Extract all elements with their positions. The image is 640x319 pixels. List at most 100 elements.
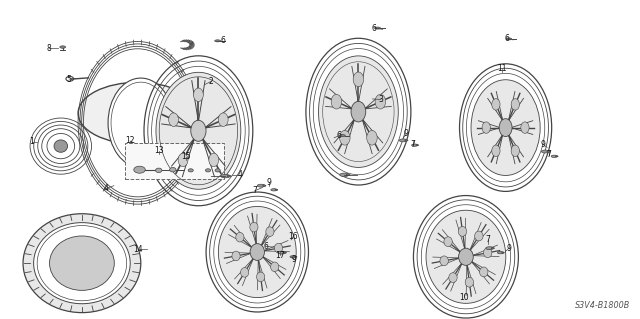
Ellipse shape	[205, 169, 211, 172]
Text: 4: 4	[237, 170, 243, 179]
Ellipse shape	[271, 262, 279, 271]
Text: 10: 10	[459, 293, 469, 302]
Text: 17: 17	[275, 251, 285, 260]
Text: S3V4-B1800B: S3V4-B1800B	[575, 301, 630, 310]
Ellipse shape	[331, 94, 342, 109]
Ellipse shape	[250, 222, 258, 232]
Ellipse shape	[541, 150, 549, 153]
Ellipse shape	[547, 151, 550, 152]
Ellipse shape	[353, 72, 364, 87]
Ellipse shape	[551, 155, 557, 158]
Text: 6: 6	[372, 24, 377, 33]
Ellipse shape	[521, 122, 529, 133]
Ellipse shape	[482, 122, 490, 133]
Text: 7: 7	[410, 140, 415, 149]
Ellipse shape	[492, 145, 500, 157]
Ellipse shape	[60, 46, 65, 48]
Ellipse shape	[257, 272, 265, 282]
Ellipse shape	[23, 214, 141, 313]
Ellipse shape	[221, 174, 230, 178]
Ellipse shape	[416, 145, 419, 146]
Ellipse shape	[471, 80, 540, 175]
Text: 6: 6	[263, 242, 268, 251]
Ellipse shape	[412, 144, 418, 146]
Ellipse shape	[479, 267, 488, 277]
Text: 2: 2	[209, 77, 214, 86]
Ellipse shape	[78, 82, 197, 144]
Ellipse shape	[399, 139, 407, 142]
Ellipse shape	[278, 251, 285, 254]
Ellipse shape	[346, 174, 350, 175]
Ellipse shape	[502, 252, 504, 253]
Ellipse shape	[193, 88, 204, 101]
Ellipse shape	[319, 56, 398, 167]
Text: 6: 6	[337, 131, 342, 140]
Ellipse shape	[134, 166, 145, 173]
Text: 11: 11	[498, 64, 507, 73]
Text: 14: 14	[132, 245, 143, 254]
Text: 9: 9	[404, 130, 409, 138]
Ellipse shape	[499, 119, 512, 137]
Ellipse shape	[156, 72, 241, 189]
Ellipse shape	[375, 27, 380, 29]
Text: 16: 16	[288, 232, 298, 241]
Ellipse shape	[492, 99, 500, 110]
Ellipse shape	[440, 256, 449, 266]
Ellipse shape	[178, 153, 188, 167]
Ellipse shape	[294, 256, 297, 257]
Ellipse shape	[170, 167, 176, 172]
Ellipse shape	[209, 153, 219, 167]
Ellipse shape	[188, 169, 193, 172]
Ellipse shape	[236, 233, 244, 242]
Ellipse shape	[556, 156, 558, 157]
Ellipse shape	[404, 140, 408, 141]
Text: 6: 6	[504, 34, 509, 43]
Text: 9: 9	[266, 178, 271, 187]
Ellipse shape	[511, 145, 520, 157]
Text: 7: 7	[252, 186, 257, 195]
FancyBboxPatch shape	[125, 143, 224, 179]
Ellipse shape	[483, 248, 492, 258]
Ellipse shape	[250, 244, 264, 260]
Ellipse shape	[262, 185, 266, 186]
Text: 7: 7	[485, 235, 490, 244]
Ellipse shape	[271, 189, 277, 191]
Ellipse shape	[290, 256, 296, 258]
Ellipse shape	[426, 210, 506, 303]
Ellipse shape	[444, 237, 452, 247]
Ellipse shape	[227, 175, 231, 177]
Text: 15: 15	[180, 152, 191, 161]
Ellipse shape	[486, 247, 493, 249]
Text: 9: 9	[292, 256, 297, 264]
Text: 12: 12	[125, 137, 134, 145]
Ellipse shape	[232, 251, 240, 261]
Ellipse shape	[266, 227, 274, 236]
Text: 9: 9	[506, 244, 511, 253]
Text: 5: 5	[67, 75, 72, 84]
Ellipse shape	[340, 130, 350, 145]
Ellipse shape	[511, 99, 520, 110]
Ellipse shape	[218, 206, 296, 298]
Ellipse shape	[257, 184, 265, 187]
Text: 3: 3	[378, 95, 383, 104]
Text: 6: 6	[220, 36, 225, 45]
Ellipse shape	[108, 78, 173, 167]
Text: 13: 13	[154, 146, 164, 155]
Ellipse shape	[449, 273, 457, 283]
Text: 9: 9	[540, 140, 545, 149]
Text: 7: 7	[547, 150, 552, 159]
Ellipse shape	[54, 140, 68, 152]
Ellipse shape	[459, 248, 473, 265]
Ellipse shape	[49, 236, 115, 290]
Ellipse shape	[283, 252, 287, 253]
Ellipse shape	[458, 226, 467, 236]
Ellipse shape	[340, 135, 346, 137]
Ellipse shape	[34, 223, 130, 304]
Ellipse shape	[215, 40, 220, 42]
Text: 8: 8	[46, 44, 51, 53]
Ellipse shape	[492, 248, 495, 249]
Ellipse shape	[340, 173, 349, 176]
Ellipse shape	[169, 113, 179, 126]
Ellipse shape	[475, 231, 483, 241]
Ellipse shape	[367, 130, 377, 145]
